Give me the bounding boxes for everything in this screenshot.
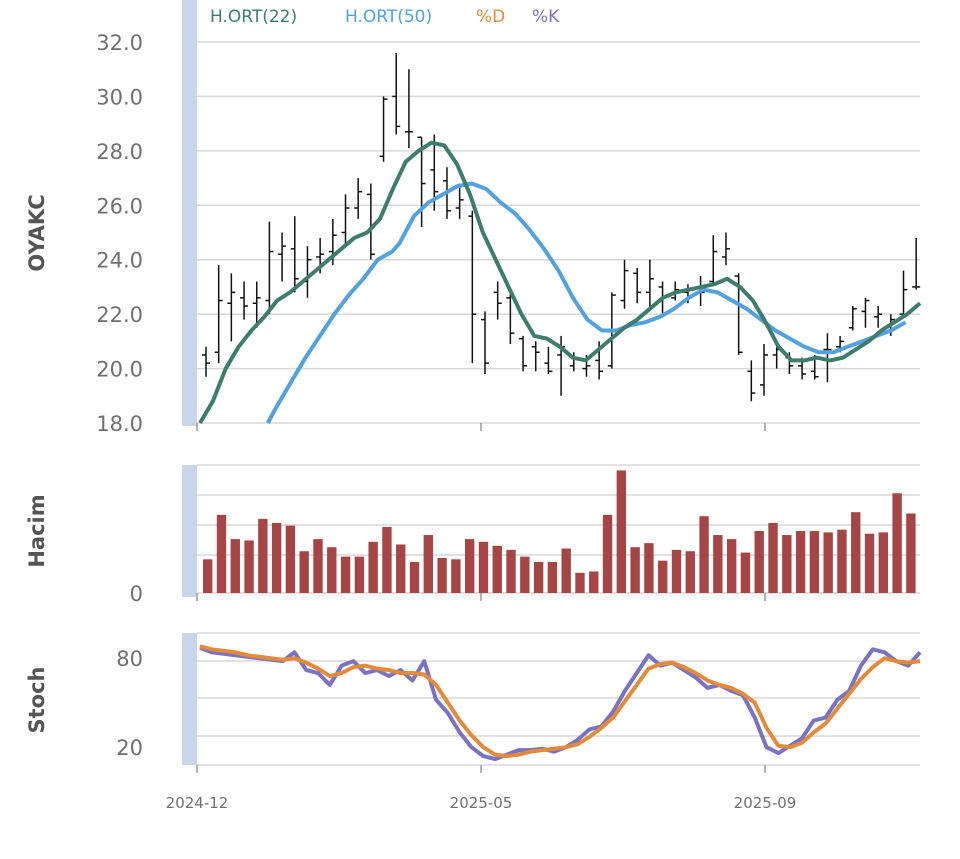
volume-bar [340,556,351,593]
volume-axis-title: Hacim [25,494,49,567]
volume-bar [768,522,778,593]
volume-bar [575,572,585,593]
volume-bar [244,540,254,593]
volume-bar [492,545,502,593]
volume-bar [864,533,875,593]
x-tick-label: 2025-09 [734,794,797,812]
volume-bar [892,493,902,593]
volume-bar [423,535,433,593]
volume-bar [906,513,916,593]
volume-bar [437,557,447,593]
price-tick-label: 24.0 [96,249,143,273]
volume-bar [795,531,806,593]
volume-bar [258,518,268,593]
volume-bar [464,539,475,593]
legend-ma22: H.ORT(22) [210,7,297,27]
volume-bar [740,552,751,593]
price-tick-label: 22.0 [96,303,143,327]
volume-bar [602,514,613,593]
volume-bar [644,543,654,593]
price-tick-label: 32.0 [96,31,143,55]
volume-zero-tick: 0 [130,582,143,606]
volume-bar [851,512,861,593]
stoch-panel-strip [182,633,197,765]
stoch-tick-label: 80 [116,647,143,671]
legend-k: %K [532,7,560,27]
price-tick-label: 20.0 [96,358,143,382]
volume-bar [754,531,764,593]
volume-bar [823,532,833,593]
stoch-grid: 80 20 [116,632,920,766]
x-axis: 2024-12 2025-05 2025-09 [166,794,797,812]
price-tick-label: 28.0 [96,140,143,164]
price-tick-label: 26.0 [96,194,143,218]
volume-bar [685,551,695,593]
volume-bar [837,529,847,593]
price-axis-title: OYAKC [25,194,49,271]
stoch-axis-title: Stoch [25,667,49,734]
volume-bar [327,547,337,593]
stoch-tick-label: 20 [116,736,143,760]
stoch-lines [199,644,922,762]
price-panel-strip [182,0,197,426]
volume-bar [561,548,571,593]
volume-bar [589,571,599,593]
legend: H.ORT(22) H.ORT(50) %D %K [210,7,560,27]
volume-bar [630,547,640,593]
volume-bar [782,535,792,593]
volume-bar [451,559,461,593]
volume-bar [299,551,309,593]
volume-bar [478,541,489,593]
volume-bar [396,544,406,593]
stoch-d-line [199,644,921,759]
volume-bar [506,549,516,593]
price-tick-label: 18.0 [96,412,143,436]
volume-bar [382,526,392,593]
ma50-line [266,181,907,424]
price-tick-label: 30.0 [96,85,143,109]
volume-bar [368,541,378,593]
volume-bar [216,514,227,593]
volume-bar [658,560,668,593]
price-grid: 32.0 30.0 28.0 26.0 24.0 22.0 20.0 18.0 [96,31,920,436]
volume-bar [230,539,240,593]
volume-bar [671,549,682,593]
volume-bar [547,562,558,593]
volume-bar [203,559,213,593]
volume-bar [616,470,627,593]
legend-d: %D [476,7,505,27]
volume-bar [271,522,282,593]
volume-bar [533,562,544,593]
x-tick-marks [196,423,766,773]
x-tick-label: 2024-12 [166,794,229,812]
volume-bar [354,556,365,593]
volume-bar [285,525,296,593]
volume-bars [203,470,916,593]
volume-bar [878,532,889,593]
volume-bar [409,562,420,593]
legend-ma50: H.ORT(50) [345,7,432,27]
volume-bar [726,539,737,593]
volume-panel-strip [182,465,197,597]
volume-bar [713,535,723,593]
x-tick-label: 2025-05 [450,794,513,812]
price-moving-averages [198,140,922,425]
volume-bar [520,556,530,593]
ma22-line [198,140,922,425]
volume-bar [313,539,323,593]
volume-bar [699,516,709,593]
volume-bar [809,531,820,593]
